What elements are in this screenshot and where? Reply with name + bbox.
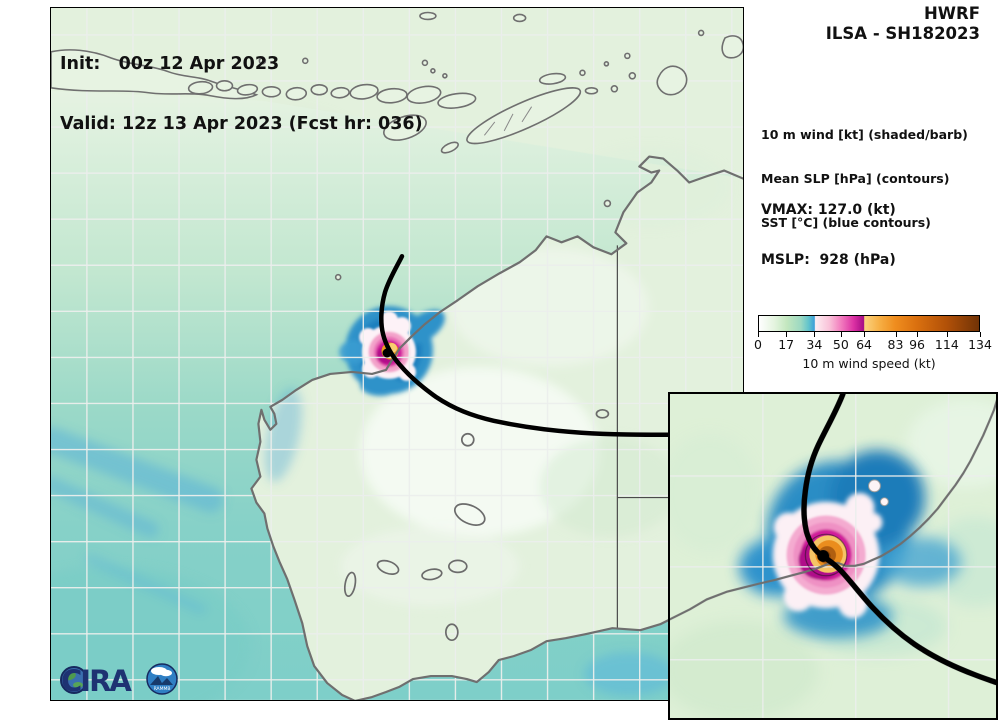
inset-storm-center-dot (817, 550, 830, 562)
inset-canvas (670, 394, 996, 718)
storm-center-dot (382, 348, 392, 358)
island-timor (466, 87, 582, 145)
colorbar-tick (980, 332, 981, 337)
main-map-canvas (51, 8, 743, 700)
colorbar-tick (864, 332, 866, 337)
logo-canvas: CIRA RAMMB (60, 663, 178, 698)
colorbar-tick-label: 50 (832, 337, 849, 352)
storm-id: ILSA - SH182023 (825, 24, 980, 43)
offshore-islet (868, 479, 881, 493)
colorbar-tick (946, 332, 948, 337)
island-rote (440, 141, 459, 154)
colorbar-tick (917, 332, 919, 337)
slp-contour (804, 533, 848, 577)
colorbar-caption: 10 m wind speed (kt) (802, 356, 936, 371)
inset-terrain-patches (670, 398, 996, 718)
colorbar-tick-label: 64 (856, 337, 872, 352)
colorbar-tick-label: 96 (909, 337, 925, 352)
colorbar-tick-label: 134 (968, 337, 992, 352)
coastline-australia (250, 155, 743, 700)
init-line: Init: 00z 12 Apr 2023 (60, 54, 280, 74)
valid-line: Valid: 12z 13 Apr 2023 (Fcst hr: 036) (60, 114, 423, 134)
island-babar (656, 65, 688, 96)
colorbar-tick-labels: 0 17 34 50 64 83 96 114 134 (754, 337, 992, 352)
colorbar-tick-label: 34 (806, 337, 823, 352)
colorbar-tick (758, 332, 759, 337)
mslp-value: MSLP: 928 (hPa) (761, 251, 896, 268)
terrain-shading-patches (190, 107, 730, 607)
legend-wind: 10 m wind [kt] (shaded/barb) (761, 127, 968, 143)
storm-track (379, 254, 677, 438)
storm-stats: VMAX: 127.0 (kt) MSLP: 928 (hPa) (761, 169, 896, 301)
inset-coastline (670, 399, 996, 621)
islands (51, 11, 743, 281)
model-header: HWRF ILSA - SH182023 (826, 4, 980, 44)
colorbar-tick-label: 17 (778, 337, 795, 352)
colorbar-tick-label: 114 (934, 337, 959, 352)
colorbar-tick (840, 332, 842, 337)
inset-storm-track (801, 394, 996, 686)
field-legend: 10 m wind [kt] (shaded/barb) Mean SLP [h… (761, 99, 968, 260)
island-wetar (538, 72, 567, 85)
ocean-area (51, 90, 743, 700)
vmax-value: VMAX: 127.0 (kt) (761, 202, 896, 218)
colorbar-tick-label: 0 (754, 337, 762, 352)
colorbar-tick-marks (758, 332, 981, 337)
init-valid-header: Init: 00z 12 Apr 2023 Valid: 12z 13 Apr … (60, 14, 423, 174)
colorbar-tick (786, 332, 788, 337)
colorbar-tick (895, 332, 897, 337)
model-name: HWRF (924, 4, 980, 23)
legend-slp: Mean SLP [hPa] (contours) (761, 170, 950, 186)
cira-rammb-logo: CIRA RAMMB (60, 658, 185, 698)
storm-inset-map (668, 392, 998, 720)
island-sumba (383, 114, 427, 141)
colorbar-gradient (758, 315, 980, 332)
main-map (50, 7, 744, 701)
legend-sst: SST [°C] (blue contours) (761, 214, 931, 230)
colorbar-tick (814, 332, 816, 337)
colorbar-tick-label: 83 (887, 337, 904, 352)
salt-lakes (343, 408, 610, 642)
cira-wordmark: CIRA (61, 664, 132, 698)
rammb-wordmark: RAMMB (154, 686, 171, 692)
offshore-islet (879, 497, 889, 507)
wind-speed-colorbar: 0 17 34 50 64 83 96 114 134 10 m wind speed (kt) (754, 315, 992, 371)
